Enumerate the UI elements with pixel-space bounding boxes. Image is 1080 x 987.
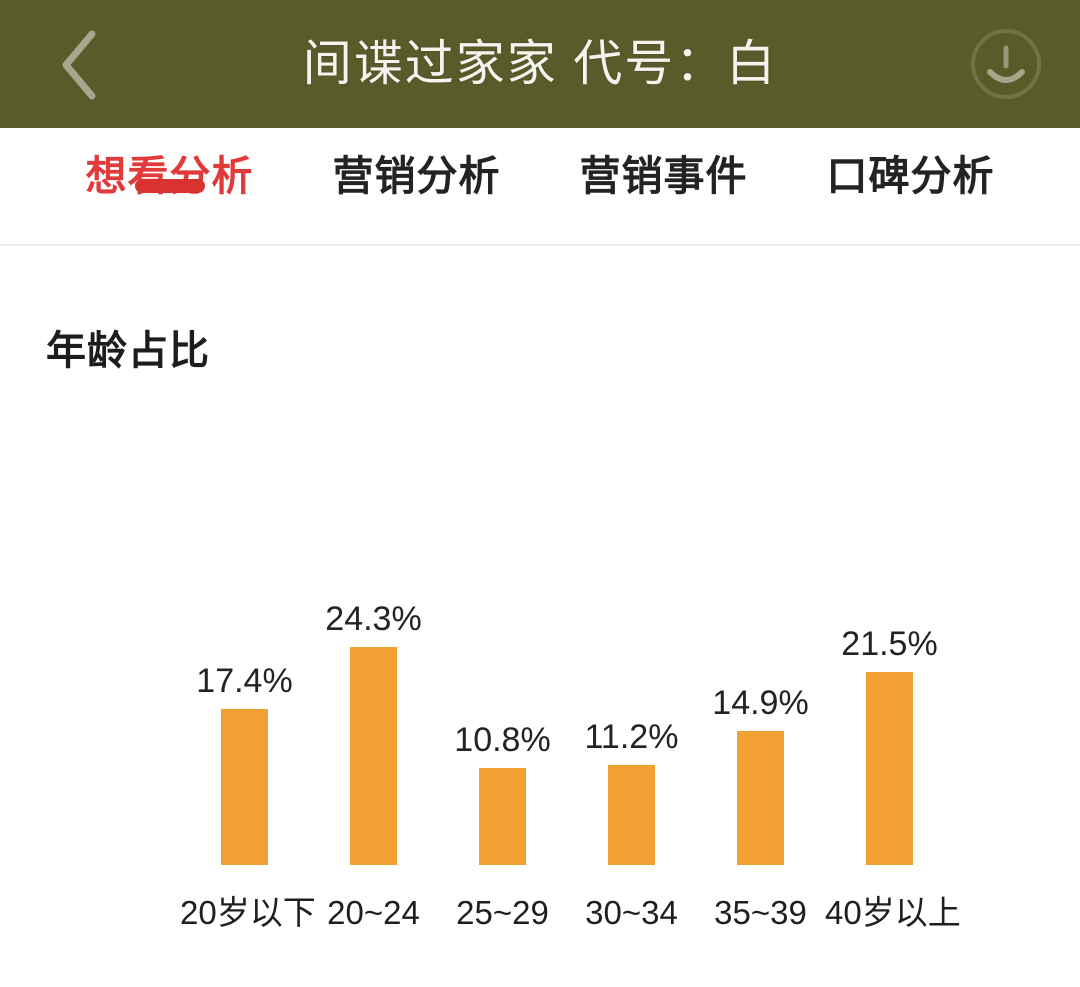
- tab-koubei-fenxi[interactable]: 口碑分析: [787, 128, 1034, 199]
- back-arrow-icon[interactable]: [52, 26, 108, 104]
- page-title: 间谍过家家 代号：白: [302, 36, 778, 91]
- bar-column[interactable]: 21.5%: [825, 565, 954, 865]
- tab-yingxiao-fenxi[interactable]: 营销分析: [293, 128, 540, 199]
- bar-series: 17.4% 24.3% 10.8% 11.2% 14.9% 21.5%: [180, 565, 1020, 865]
- tab-bar: 想看分析 营销分析 营销事件 口碑分析: [0, 128, 1080, 246]
- x-axis-tick-label: 20岁以下: [180, 894, 316, 931]
- tab-yingxiao-shijian[interactable]: 营销事件: [540, 128, 787, 199]
- tab-xiangkan-fenxi[interactable]: 想看分析: [46, 128, 293, 199]
- bar-value-label: 21.5%: [841, 625, 938, 664]
- tab-label: 营销事件: [579, 153, 748, 199]
- bar-rect: [737, 731, 784, 865]
- bar-rect: [608, 764, 655, 865]
- bar-value-label: 24.3%: [325, 600, 422, 638]
- bar-column[interactable]: 17.4%: [180, 565, 309, 865]
- bar-column[interactable]: 24.3%: [309, 565, 438, 865]
- x-axis-labels: 20岁以下 20~24 25~29 30~34 35~39 40岁以上: [180, 896, 1020, 929]
- smiley-circle-icon[interactable]: [966, 24, 1046, 104]
- bar-value-label: 17.4%: [196, 661, 293, 700]
- x-axis-tick-label: 20~24: [327, 894, 420, 931]
- x-axis-tick-label: 35~39: [714, 894, 807, 931]
- bar-value-label: 10.8%: [454, 721, 551, 760]
- x-axis-tick-label: 30~34: [585, 894, 678, 931]
- chart-plot-area: 17.4% 24.3% 10.8% 11.2% 14.9% 21.5% 20岁以下 20~2…: [180, 407, 1020, 947]
- age-distribution-bar-chart: 17.4% 24.3% 10.8% 11.2% 14.9% 21.5% 20岁以下 20~2…: [0, 407, 1080, 947]
- bar-rect: [479, 768, 526, 865]
- active-tab-indicator: [134, 179, 205, 194]
- x-axis-tick-label: 25~29: [456, 894, 549, 931]
- section-title: 年龄占比: [46, 329, 210, 373]
- tab-label: 口碑分析: [826, 153, 995, 199]
- app-header: 间谍过家家 代号：白: [0, 0, 1080, 128]
- bar-rect: [866, 672, 913, 865]
- bar-rect: [221, 708, 268, 865]
- tab-bar-divider: [0, 244, 1080, 246]
- bar-value-label: 11.2%: [584, 717, 679, 756]
- bar-rect: [350, 647, 397, 865]
- bar-value-label: 14.9%: [712, 684, 809, 723]
- tab-label: 营销分析: [332, 153, 501, 199]
- bar-column[interactable]: 11.2%: [567, 565, 696, 865]
- bar-column[interactable]: 14.9%: [696, 565, 825, 865]
- main-content: 年龄占比 17.4% 24.3% 10.8% 11.2% 14.9% 21.5% 20岁以…: [0, 246, 1080, 947]
- x-axis-tick-label: 40岁以上: [825, 894, 961, 931]
- bar-column[interactable]: 10.8%: [438, 565, 567, 865]
